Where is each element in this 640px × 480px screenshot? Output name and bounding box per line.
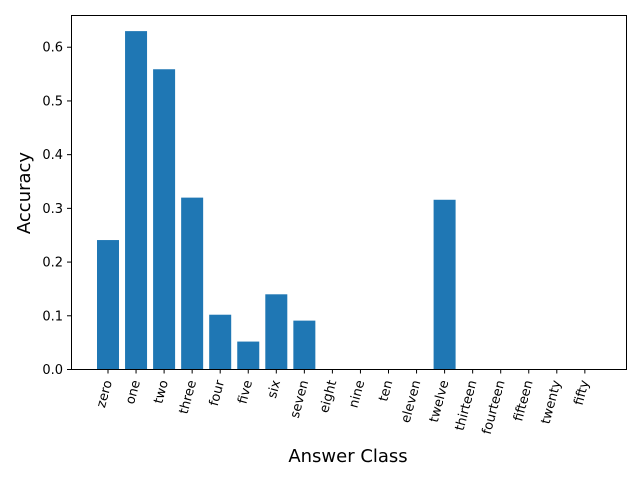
x-tick-label-fifteen: fifteen: [511, 379, 536, 423]
x-tick-label-zero: zero: [94, 379, 116, 410]
x-tick-label-eight: eight: [317, 379, 340, 415]
y-tick-label: 0.2: [42, 256, 63, 271]
x-tick-label-one: one: [123, 379, 144, 406]
x-tick-label-twenty: twenty: [539, 378, 565, 425]
x-tick-label-two: two: [151, 379, 172, 406]
bar-zero: [97, 240, 119, 370]
x-tick-label-nine: nine: [347, 379, 369, 410]
y-axis-label: Accuracy: [14, 152, 35, 235]
y-tick-label: 0.5: [42, 94, 63, 109]
y-tick-label: 0.0: [42, 363, 63, 378]
bar-six: [265, 294, 288, 370]
bar-twelve: [433, 199, 456, 370]
x-tick-label-five: five: [235, 379, 256, 406]
y-tick-label: 0.6: [42, 41, 63, 56]
plot-frame: [71, 15, 627, 370]
x-tick-label-fourteen: fourteen: [480, 379, 509, 436]
y-tick-label: 0.1: [42, 309, 63, 324]
y-tick-label: 0.4: [42, 148, 63, 163]
y-tick-label: 0.3: [42, 202, 63, 217]
y-axis-ticks: 0.0 0.1 0.2 0.3 0.4 0.5 0.6: [42, 41, 71, 378]
x-tick-label-eleven: eleven: [399, 379, 425, 425]
x-tick-label-three: three: [177, 379, 200, 416]
x-axis-label: Answer Class: [288, 446, 407, 467]
bar-three: [181, 197, 204, 370]
bar-seven: [293, 320, 316, 370]
bar-two: [153, 69, 176, 370]
bars-group: [97, 31, 456, 370]
x-tick-label-seven: seven: [288, 379, 313, 420]
x-tick-label-four: four: [207, 378, 228, 408]
x-tick-label-fifty: fifty: [572, 378, 593, 407]
bar-five: [237, 341, 260, 370]
x-tick-label-twelve: twelve: [427, 379, 453, 424]
bar-four: [209, 314, 232, 370]
x-tick-label-thirteen: thirteen: [453, 379, 481, 433]
x-axis-ticks: zero one two three four five six seven eight nine…: [94, 369, 593, 436]
x-tick-label-ten: ten: [376, 379, 396, 403]
bar-one: [125, 31, 148, 370]
x-tick-label-six: six: [265, 378, 284, 400]
